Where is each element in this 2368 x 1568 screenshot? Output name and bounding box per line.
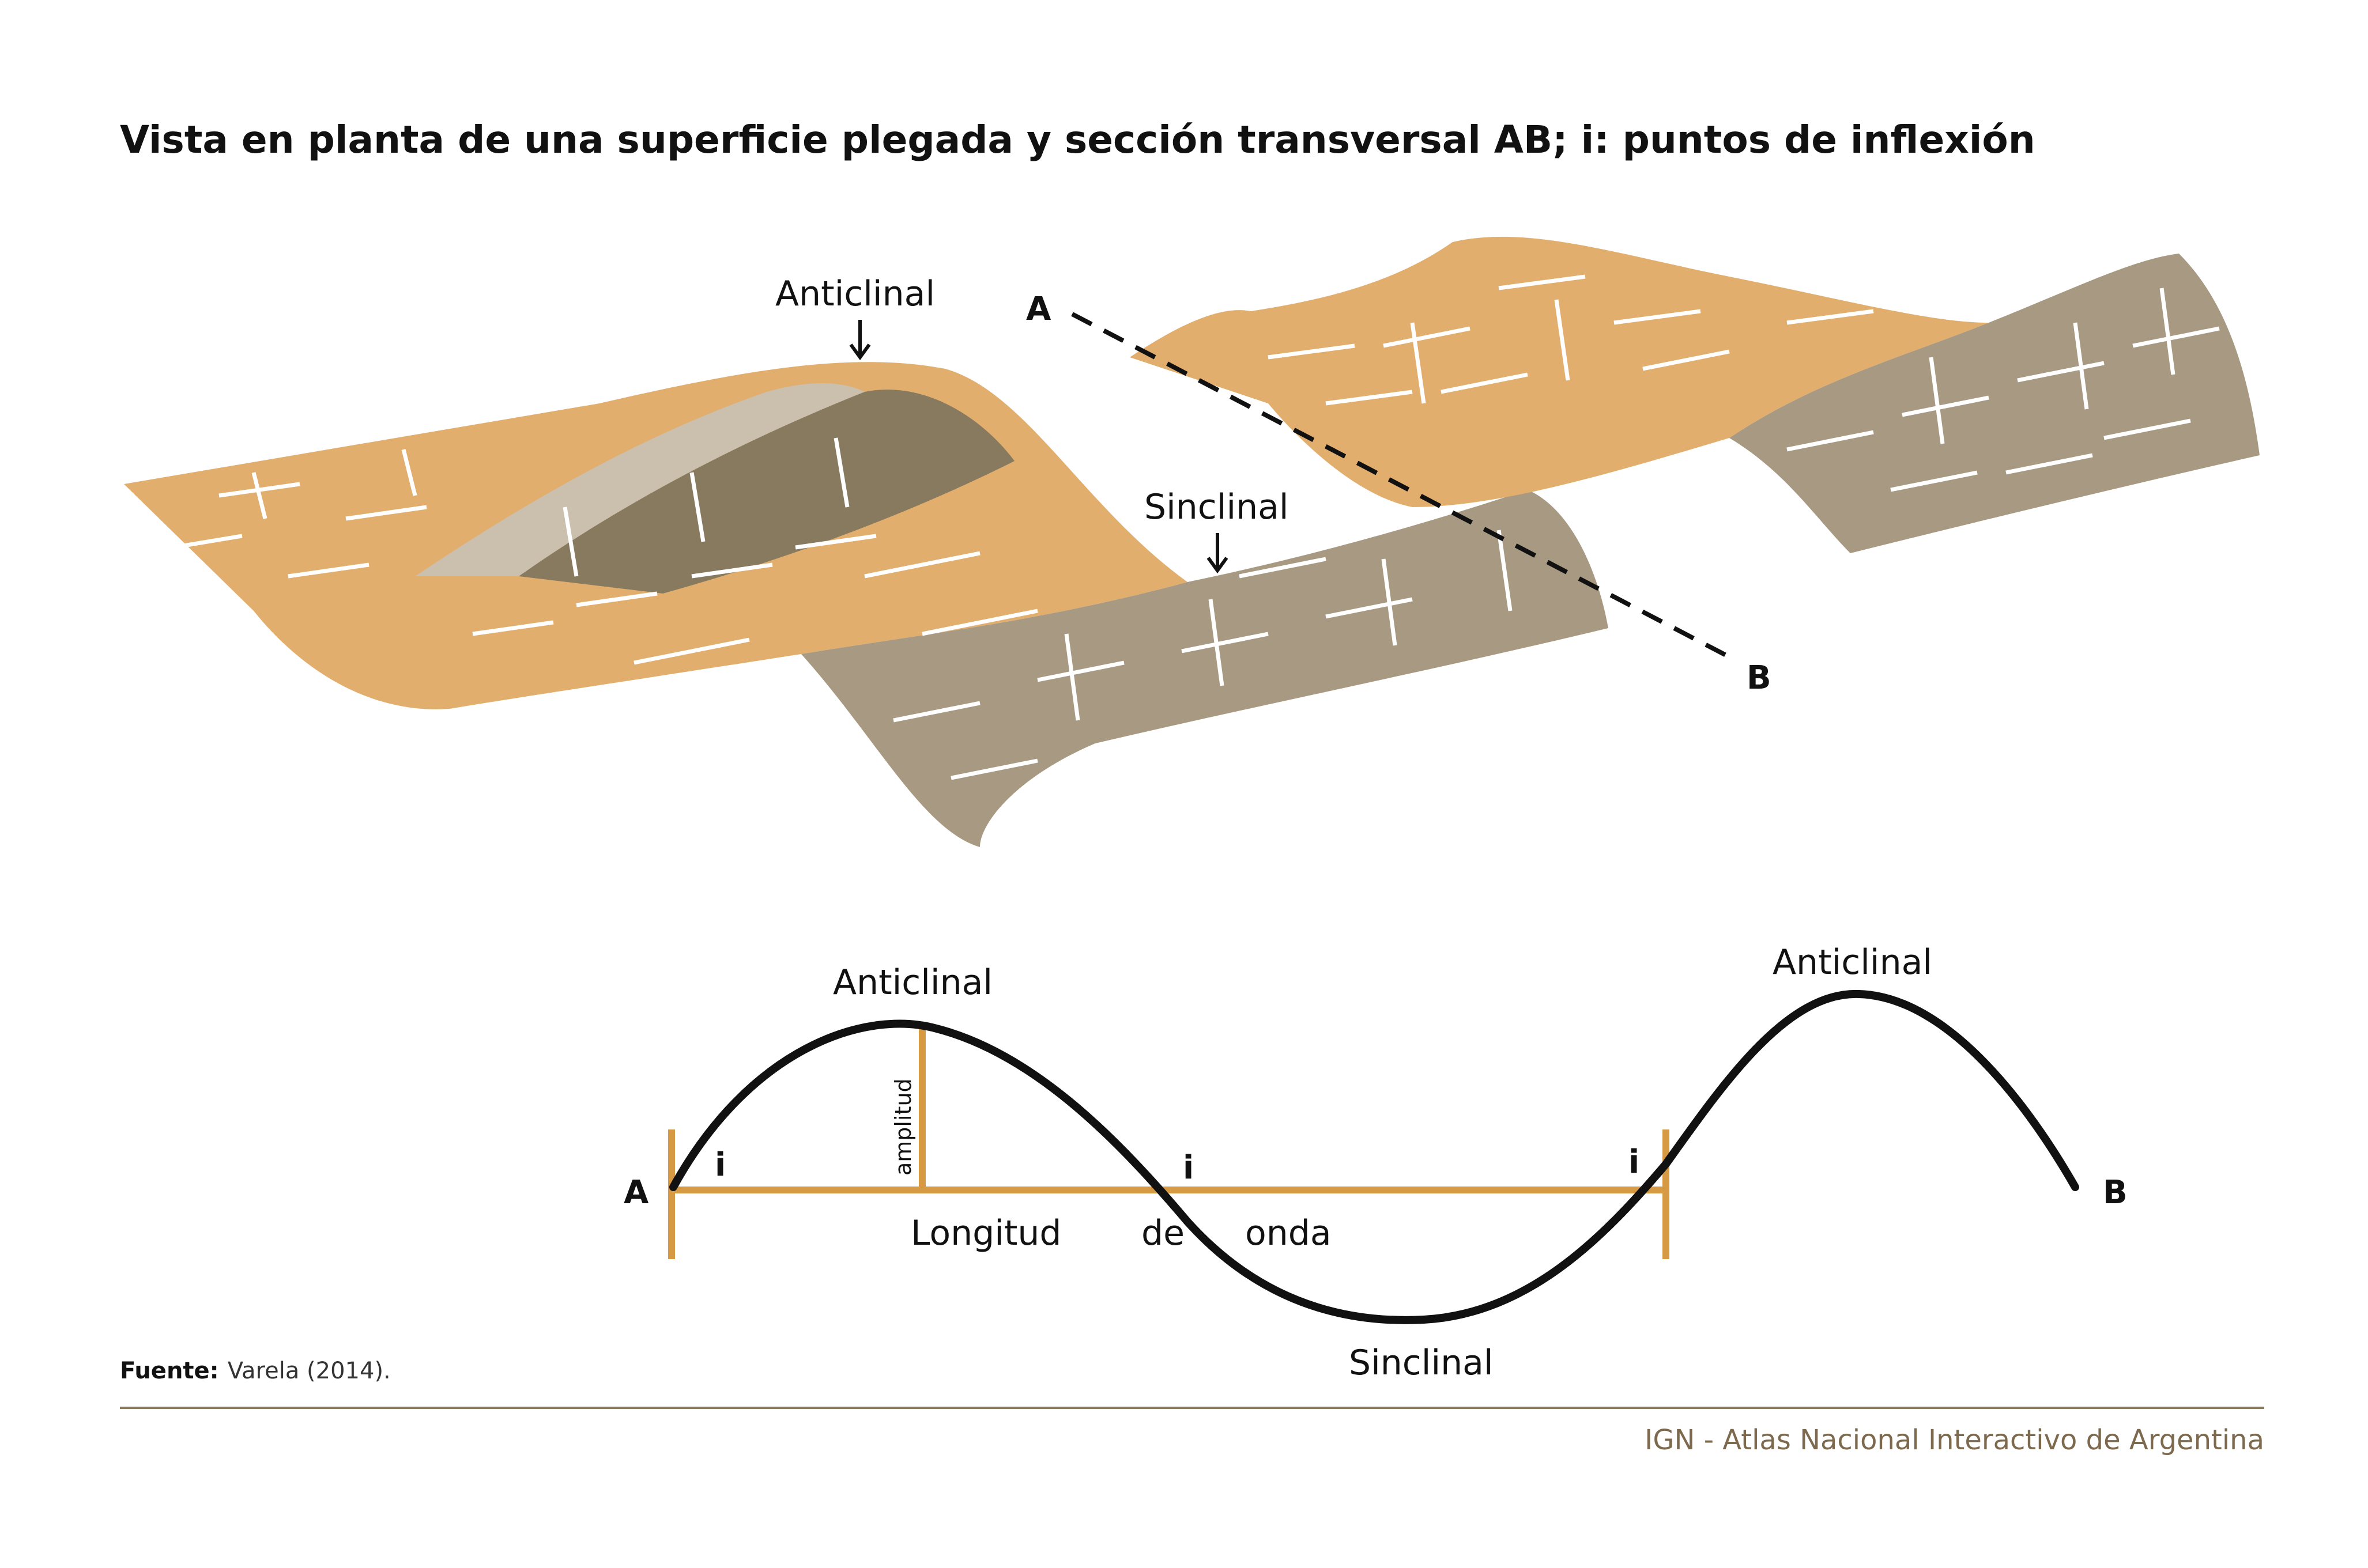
syncline-arrow-icon <box>1206 557 1228 574</box>
source-note: Fuente: Varela (2014). <box>120 1358 391 1384</box>
anticline-arrow-icon <box>849 343 871 361</box>
profile-anticline-left: Anticlinal <box>833 962 993 1003</box>
diagram-title: Vista en planta de una superficie plegad… <box>120 118 2035 162</box>
block-syncline-label: Sinclinal <box>1144 487 1289 527</box>
folded-surface-block <box>124 236 2260 847</box>
source-text: Varela (2014). <box>228 1358 391 1384</box>
block-anticline-label: Anticlinal <box>775 274 935 314</box>
section-line-ab <box>1071 312 1730 659</box>
anticline-crest-dark <box>519 390 1015 594</box>
source-label: Fuente: <box>120 1358 219 1384</box>
profile-point-a: A <box>624 1174 649 1211</box>
profile-point-b: B <box>2103 1174 2128 1211</box>
wavelength-label-3: onda <box>1245 1213 1332 1253</box>
fold-profile-curve <box>669 989 2079 1324</box>
footer-credit: IGN - Atlas Nacional Interactivo de Arge… <box>1645 1424 2264 1456</box>
amplitude-label: amplitud <box>891 1078 916 1176</box>
block-point-a: A <box>1026 290 1051 328</box>
right-anticline-surface <box>1130 236 1989 507</box>
cross-section-profile <box>668 989 2079 1324</box>
profile-syncline: Sinclinal <box>1349 1343 1494 1383</box>
right-syncline-surface <box>1729 254 2260 553</box>
anticline-crest-light <box>415 383 865 576</box>
inflection-label-1: i <box>715 1146 726 1184</box>
inflection-label-2: i <box>1183 1149 1194 1187</box>
wavelength-label-2: de <box>1141 1213 1185 1253</box>
block-point-b: B <box>1747 659 1771 697</box>
fracture-lines <box>172 274 2220 780</box>
inflection-label-3: i <box>1628 1143 1639 1181</box>
profile-anticline-right: Anticlinal <box>1773 942 1932 983</box>
syncline-trough-surface <box>801 490 1608 847</box>
wavelength-label-1: Longitud <box>911 1213 1062 1253</box>
